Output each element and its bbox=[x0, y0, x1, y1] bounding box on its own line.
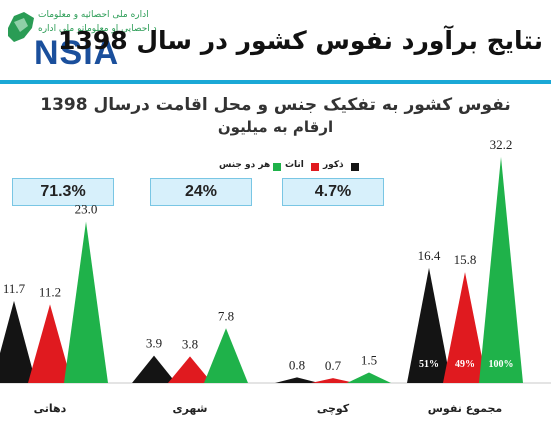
legend-swatch-female bbox=[311, 163, 319, 171]
value-label-male-2: 0.8 bbox=[289, 357, 305, 372]
afghanistan-map-icon bbox=[8, 12, 34, 42]
chart-legend: ذکور اناث هر دو جنس bbox=[205, 160, 365, 176]
inner-pct-label-both: 100% bbox=[489, 359, 514, 370]
logo-line1: اداره ملی احصائیه و معلومات bbox=[38, 10, 149, 20]
value-label-female-0: 11.2 bbox=[39, 284, 61, 299]
legend-label-both: هر دو جنس bbox=[219, 160, 271, 170]
category-label-3: مجموع نفوس bbox=[428, 402, 502, 415]
bar-male-3 bbox=[407, 267, 451, 383]
legend-label-female: اناث bbox=[285, 160, 304, 170]
logo-wordmark: NSIA bbox=[34, 34, 120, 72]
inner-pct-label-female: 49% bbox=[455, 359, 475, 370]
value-label-female-3: 15.8 bbox=[454, 252, 477, 267]
chart-subtitle: ارقام به میلیون bbox=[217, 118, 334, 136]
value-label-both-0: 23.0 bbox=[75, 202, 98, 217]
header-divider bbox=[0, 80, 551, 84]
bar-female-1 bbox=[168, 356, 212, 383]
legend-label-male: ذکور bbox=[323, 160, 344, 170]
bar-female-0 bbox=[28, 304, 72, 383]
logo-line2: د احصایې او معلوماتو ملي اداره bbox=[38, 24, 157, 34]
nsia-logo: اداره ملی احصائیه و معلومات د احصایې او … bbox=[4, 4, 164, 74]
bar-male-1 bbox=[132, 355, 176, 383]
page-title: نتایج برآورد نفوس کشور در سال 1398 bbox=[58, 26, 543, 55]
category-label-0: دهاتی bbox=[34, 402, 67, 415]
value-label-both-1: 7.8 bbox=[218, 308, 234, 323]
bar-both-0 bbox=[64, 221, 108, 383]
percent-box-nomad: 4.7% bbox=[282, 178, 384, 206]
percent-box-urban: 24% bbox=[150, 178, 252, 206]
percent-box-rural: 71.3% bbox=[12, 178, 114, 206]
bar-male-2 bbox=[275, 377, 319, 383]
value-label-male-1: 3.9 bbox=[146, 336, 162, 351]
legend-swatch-male bbox=[351, 163, 359, 171]
bar-male-0 bbox=[0, 300, 36, 383]
bar-female-2 bbox=[311, 378, 355, 383]
value-label-both-2: 1.5 bbox=[361, 352, 377, 367]
value-label-female-1: 3.8 bbox=[182, 336, 198, 351]
value-label-female-2: 0.7 bbox=[325, 358, 342, 373]
value-label-male-3: 16.4 bbox=[418, 248, 441, 263]
value-label-male-0: 11.7 bbox=[3, 281, 26, 296]
header: اداره ملی احصائیه و معلومات د احصایې او … bbox=[0, 0, 551, 80]
category-label-1: شهری bbox=[172, 402, 207, 415]
bar-female-3 bbox=[443, 272, 487, 383]
bar-both-2 bbox=[347, 372, 391, 383]
legend-swatch-both bbox=[273, 163, 281, 171]
value-label-both-3: 32.2 bbox=[490, 137, 513, 152]
bar-both-1 bbox=[204, 328, 248, 383]
inner-pct-label-male: 51% bbox=[419, 359, 439, 370]
category-label-2: کوچی bbox=[317, 402, 350, 415]
chart-title: نفوس کشور به تفکیک جنس و محل اقامت درسال… bbox=[40, 95, 511, 115]
bar-both-3 bbox=[479, 157, 523, 383]
